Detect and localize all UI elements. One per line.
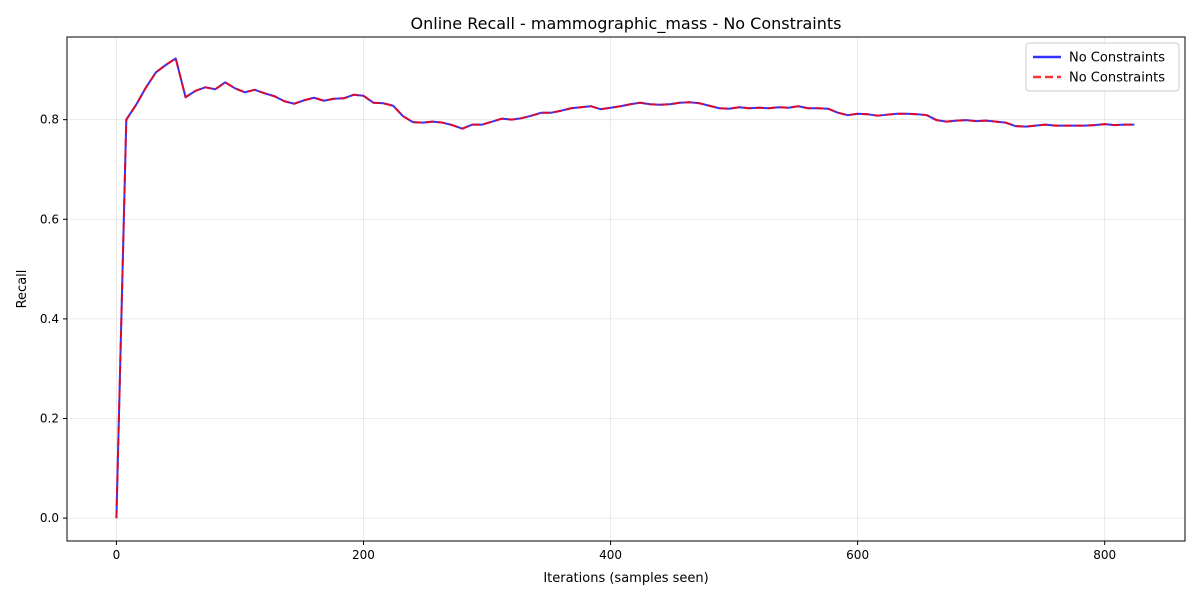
plot-frame — [66, 36, 1186, 542]
legend-label-1: No Constraints — [1069, 71, 1165, 86]
legend-box — [1025, 42, 1180, 92]
y-tick-label: 0.2 — [40, 411, 59, 425]
series-lines — [115, 57, 1135, 519]
series-line-1 — [115, 57, 1135, 519]
x-tick-label: 0 — [113, 548, 121, 562]
grid — [67, 37, 1185, 541]
legend-label-0: No Constraints — [1069, 51, 1165, 66]
x-tick-label: 200 — [352, 548, 375, 562]
y-axis-label: Recall — [15, 270, 30, 309]
x-tick-label: 800 — [1093, 548, 1116, 562]
y-tick-label: 0.8 — [40, 113, 59, 127]
x-tick-label: 600 — [846, 548, 869, 562]
series-line-0 — [115, 57, 1135, 519]
chart-title: Online Recall - mammographic_mass - No C… — [411, 14, 842, 34]
x-axis-label: Iterations (samples seen) — [543, 571, 708, 586]
y-tick-label: 0.4 — [40, 312, 59, 326]
y-tick-label: 0.6 — [40, 212, 59, 226]
legend: No Constraints No Constraints — [1025, 42, 1180, 92]
y-tick-label: 0.0 — [40, 511, 59, 525]
x-tick-label: 400 — [599, 548, 622, 562]
axes: 0 200 400 600 800 0.0 0.2 0.4 0.6 0.8 — [40, 113, 1116, 562]
